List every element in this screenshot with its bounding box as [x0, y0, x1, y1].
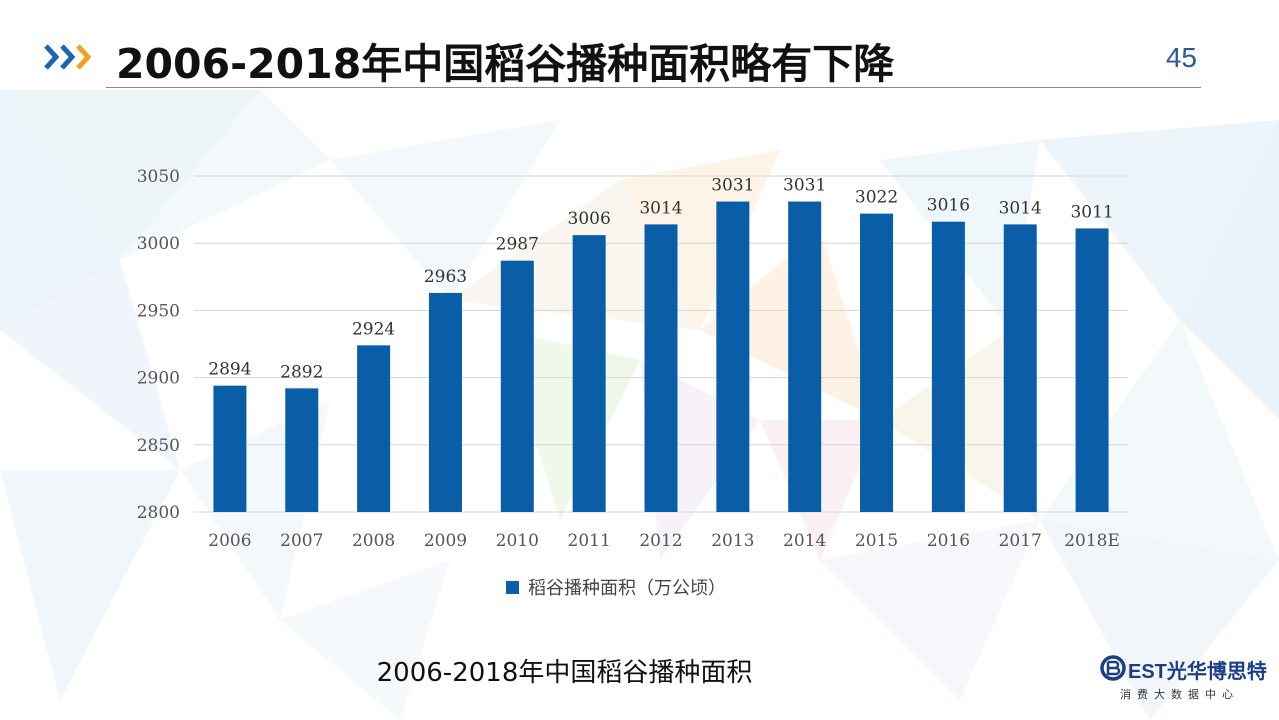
- legend-swatch: [506, 580, 519, 594]
- x-tick-label: 2013: [711, 531, 754, 551]
- bars: [213, 201, 1109, 513]
- data-label: 3031: [711, 176, 754, 196]
- y-tick-label: 3050: [137, 167, 180, 187]
- data-label: 2892: [280, 362, 323, 382]
- legend-label: 稻谷播种面积（万公顷）: [528, 578, 726, 599]
- company-logo: EST光华博思特 消费大数据中心: [1100, 653, 1270, 703]
- bar: [357, 345, 391, 512]
- y-tick-label: 2850: [137, 436, 180, 456]
- page-number: 45: [1165, 42, 1197, 73]
- bar: [716, 201, 750, 512]
- slide-header: 2006-2018年中国稻谷播种面积略有下降 45: [0, 0, 1279, 95]
- data-label: 2894: [208, 360, 251, 380]
- x-tick-label: 2014: [783, 531, 826, 551]
- y-tick-label: 2900: [137, 369, 180, 389]
- x-tick-label: 2009: [424, 531, 467, 551]
- x-tick-label: 2012: [639, 531, 682, 551]
- x-tick-label: 2015: [855, 531, 898, 551]
- data-label: 3011: [1070, 202, 1113, 222]
- bar: [285, 388, 319, 512]
- x-tick-label: 2006: [208, 531, 251, 551]
- title-divider: [106, 87, 1201, 88]
- x-tick-label: 2007: [280, 531, 323, 551]
- bar: [572, 235, 606, 513]
- logo-brand-name: 光华博思特: [1166, 659, 1267, 683]
- data-label: 2963: [424, 267, 467, 287]
- chevron-arrows-icon: [44, 44, 92, 70]
- data-label: 3014: [999, 198, 1042, 218]
- logo-brand: EST光华博思特: [1128, 655, 1267, 684]
- x-axis-ticks: 2006 2007 2008 2009 2010 2011 2012 2013 2014 2015…: [208, 531, 1120, 551]
- data-label: 3022: [855, 188, 898, 208]
- x-tick-label: 2018E: [1064, 531, 1120, 551]
- bar: [1003, 224, 1037, 512]
- x-tick-label: 2016: [927, 531, 970, 551]
- bar: [931, 221, 965, 513]
- data-label: 3014: [639, 198, 682, 218]
- x-tick-label: 2011: [568, 531, 611, 551]
- chart-caption: 2006-2018年中国稻谷播种面积: [376, 658, 753, 688]
- bar: [860, 213, 894, 512]
- bar: [788, 201, 822, 512]
- y-tick-label: 2800: [137, 503, 180, 523]
- x-tick-label: 2010: [496, 531, 539, 551]
- data-label: 3016: [927, 196, 970, 216]
- bar: [428, 292, 462, 512]
- data-label: 2987: [496, 235, 539, 255]
- data-labels: 2894 2892 2924 2963 2987 3006 3014 3031 3031 3022…: [208, 176, 1113, 383]
- logo-brand-prefix: EST: [1128, 661, 1167, 683]
- x-tick-label: 2008: [352, 531, 395, 551]
- logo-b-icon: [1100, 655, 1126, 681]
- page-title: 2006-2018年中国稻谷播种面积略有下降: [116, 40, 895, 88]
- bar: [644, 224, 678, 512]
- bar: [213, 385, 247, 512]
- y-axis-ticks: 2800 2850 2900 2950 3000 3050: [137, 167, 180, 523]
- logo-tagline: 消费大数据中心: [1120, 688, 1239, 701]
- y-tick-label: 2950: [137, 301, 180, 321]
- bar: [1075, 228, 1109, 512]
- bar: [500, 260, 534, 512]
- chart-legend: 稻谷播种面积（万公顷）: [506, 574, 726, 600]
- data-label: 2924: [352, 319, 395, 339]
- x-tick-label: 2017: [999, 531, 1042, 551]
- data-label: 3031: [783, 176, 826, 196]
- y-tick-label: 3000: [137, 234, 180, 254]
- data-label: 3006: [568, 209, 611, 229]
